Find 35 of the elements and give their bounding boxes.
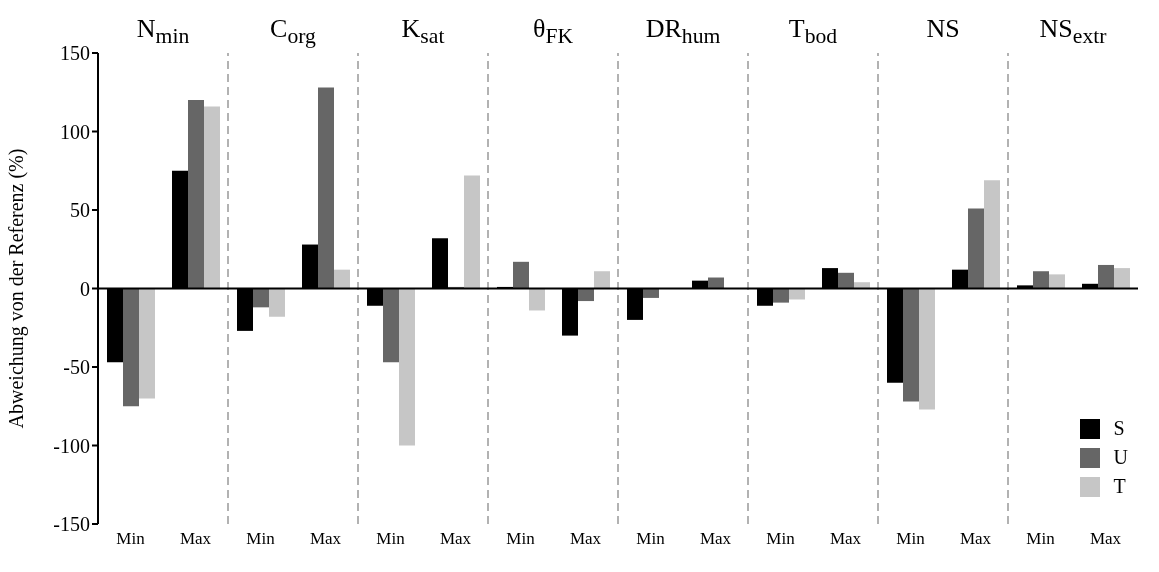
y-tick-label: 0 (80, 277, 90, 300)
y-tick-label: -150 (53, 513, 90, 536)
y-tick-label: 150 (60, 42, 90, 65)
x-tick-label: Min (636, 529, 666, 549)
x-tick-label: Max (179, 529, 212, 549)
x-tick-label: Max (439, 529, 472, 549)
x-tick-label: Min (766, 529, 796, 549)
y-axis-title: Abweichung von der Referenz (%) (5, 148, 29, 429)
x-tick-label: Min (506, 529, 536, 549)
x-tick-label: Min (246, 529, 276, 549)
x-tick-label: Max (1089, 529, 1122, 549)
y-tick-label: 50 (70, 199, 90, 222)
y-tick-label: -100 (53, 434, 90, 457)
y-tick-label: -50 (63, 356, 90, 379)
x-tick-label: Max (309, 529, 342, 549)
text: DR$_{hum}$ (644, 13, 722, 51)
x-tick-label: Max (829, 529, 862, 549)
x-tick-label: Max (569, 529, 602, 549)
text: T$_{bod}$ (787, 13, 839, 51)
x-tick-label: Max (959, 529, 992, 549)
x-tick-label: Min (1026, 529, 1056, 549)
y-tick-label: 100 (60, 120, 90, 143)
text: N$_{min}$ (135, 13, 191, 51)
text: K$_{sat}$ (400, 13, 446, 51)
x-tick-label: Min (376, 529, 406, 549)
legend-label: S (1113, 417, 1125, 440)
text: C$_{org}$ (269, 13, 317, 51)
x-tick-label: Min (116, 529, 146, 549)
text: NS$_{extr}$ (1038, 13, 1108, 51)
text: θ$_{FK}$ (531, 13, 575, 51)
legend-label: U (1113, 446, 1128, 469)
text: NS (925, 13, 961, 45)
x-tick-label: Max (699, 529, 732, 549)
x-tick-label: Min (896, 529, 926, 549)
legend-label: T (1113, 475, 1126, 498)
